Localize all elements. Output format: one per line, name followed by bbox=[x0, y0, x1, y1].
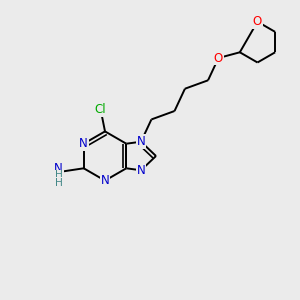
Text: N: N bbox=[79, 137, 88, 150]
Text: O: O bbox=[214, 52, 223, 64]
Text: N: N bbox=[54, 162, 63, 175]
Text: Cl: Cl bbox=[95, 103, 106, 116]
Text: H: H bbox=[55, 178, 62, 188]
Text: O: O bbox=[253, 15, 262, 28]
Text: N: N bbox=[136, 135, 146, 148]
Text: H: H bbox=[55, 170, 62, 180]
Text: N: N bbox=[100, 174, 109, 187]
Text: N: N bbox=[136, 164, 146, 177]
